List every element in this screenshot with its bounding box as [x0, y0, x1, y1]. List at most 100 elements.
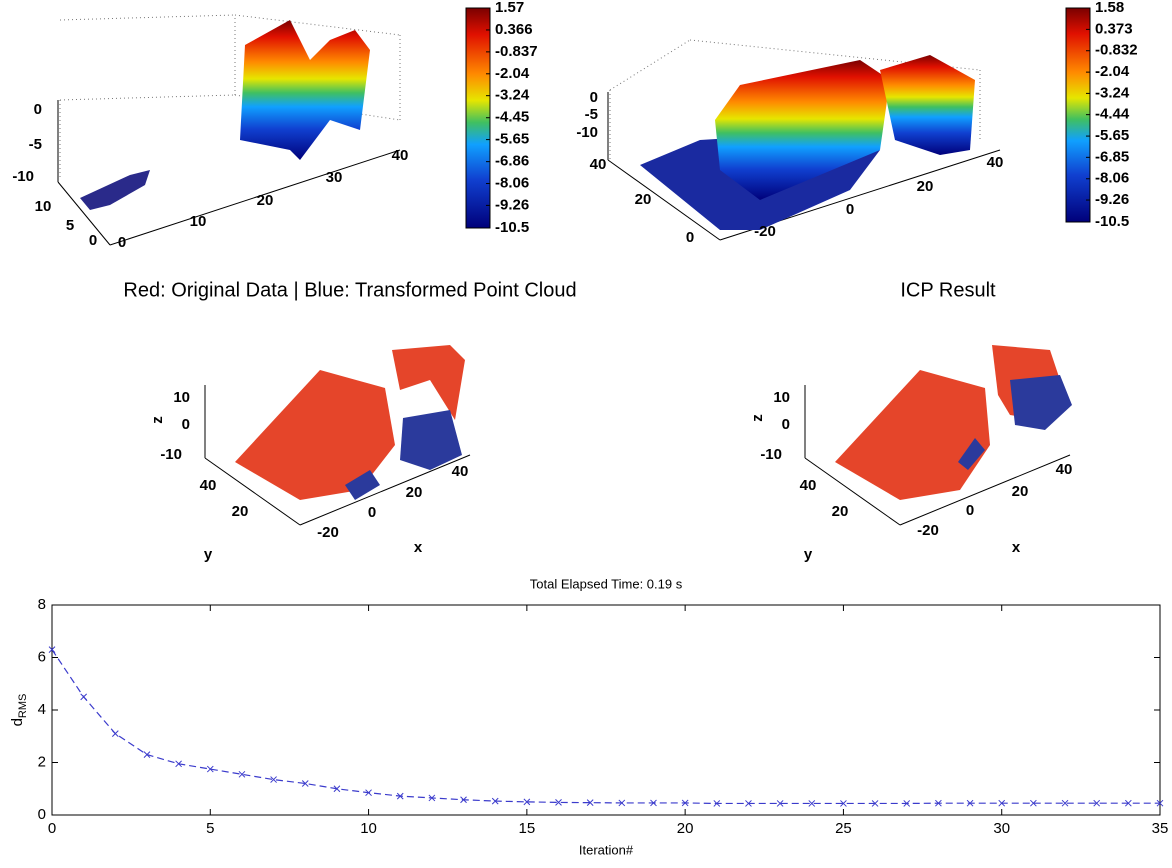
z-tick-label: 0 — [34, 101, 42, 118]
point-marker — [871, 800, 879, 807]
y-tick-label: 0 — [38, 806, 46, 823]
point-marker — [523, 798, 531, 806]
chart-title: Total Elapsed Time: 0.19 s — [530, 576, 683, 591]
y-axis-label: y — [204, 546, 213, 563]
point-cloud — [80, 170, 150, 210]
point-marker — [1061, 799, 1069, 807]
z-tick-label: -10 — [576, 124, 598, 141]
point-marker — [333, 785, 341, 793]
x-tick-label: 35 — [1152, 820, 1169, 837]
colorbar-tick-label: -9.26 — [495, 196, 529, 213]
x-axis-label: x — [414, 539, 423, 556]
point-marker — [48, 646, 56, 653]
colorbar-tick-label: -10.5 — [1095, 213, 1129, 230]
point-marker — [776, 800, 784, 807]
colorbar-tick-label: -8.06 — [495, 174, 529, 191]
point-cloud — [880, 55, 975, 155]
chart-title: Red: Original Data | Blue: Transformed P… — [123, 279, 576, 301]
point-cloud — [715, 60, 890, 200]
y-tick-label: 0 — [89, 232, 97, 249]
y-tick-label: 10 — [35, 198, 52, 215]
y-tick-label: 6 — [38, 648, 46, 665]
point-marker — [681, 799, 689, 807]
colorbar-tick-label: -2.04 — [495, 65, 530, 82]
box-edge — [59, 14, 236, 21]
x-tick-label: 40 — [392, 147, 409, 164]
axis-line — [299, 454, 471, 526]
x-axis-label: x — [1012, 539, 1021, 556]
point-cloud — [1010, 375, 1072, 430]
point-marker — [301, 780, 309, 787]
y-tick-label: 40 — [200, 477, 217, 494]
point-marker — [966, 799, 974, 807]
y-tick-label: 0 — [686, 229, 694, 246]
point-marker — [650, 799, 657, 807]
z-tick-label: -5 — [29, 136, 42, 153]
y-axis-label-subscript: RMS — [17, 694, 29, 718]
colorbar-tick-label: 0.373 — [1095, 20, 1133, 37]
point-marker — [1030, 799, 1037, 807]
point-marker — [143, 751, 151, 758]
y-axis-label-base: d — [9, 718, 26, 726]
point-marker — [1156, 799, 1164, 807]
point-marker — [745, 800, 752, 807]
x-tick-label: 30 — [326, 169, 343, 186]
colorbar-tick-label: -9.26 — [1095, 191, 1129, 208]
x-tick-label: -20 — [917, 522, 939, 539]
point-marker — [808, 800, 816, 807]
point-marker — [840, 800, 847, 807]
point-marker — [998, 799, 1006, 807]
point-marker — [111, 730, 119, 737]
point-cloud — [235, 370, 395, 500]
colorbar-tick-label: -10.5 — [495, 219, 529, 236]
colorbar-tick-label: 1.58 — [1095, 0, 1124, 16]
y-axis-label: y — [804, 546, 813, 563]
colorbar-tick-label: -0.837 — [495, 43, 538, 60]
y-tick-label: 40 — [590, 156, 607, 173]
point-marker — [460, 796, 467, 804]
z-tick-label: -10 — [12, 168, 34, 185]
plot-frame — [51, 604, 1161, 816]
point-cloud — [345, 470, 380, 500]
point-marker — [175, 760, 182, 768]
colorbar-tick-label: -8.06 — [1095, 170, 1129, 187]
x-tick-label: 15 — [519, 820, 536, 837]
x-tick-label: 0 — [846, 201, 854, 218]
y-tick-label: 8 — [38, 596, 46, 613]
point-marker — [935, 799, 942, 807]
box-edge — [609, 39, 691, 91]
x-tick-label: 0 — [48, 820, 56, 837]
colorbar-tick-label: -3.24 — [495, 87, 530, 104]
y-axis-label: dRMS — [9, 694, 29, 727]
y-tick-label: 20 — [635, 191, 652, 208]
point-marker — [618, 799, 626, 807]
x-axis-label: Iteration# — [579, 842, 634, 857]
colorbar-tick-label: -3.24 — [1095, 84, 1130, 101]
y-tick-label: 2 — [38, 753, 46, 770]
point-marker — [238, 770, 246, 778]
x-tick-label: 20 — [257, 192, 274, 209]
point-marker — [555, 799, 562, 806]
x-tick-label: 30 — [993, 820, 1010, 837]
y-tick-label: 5 — [66, 217, 74, 234]
point-marker — [365, 789, 372, 797]
x-tick-label: 40 — [987, 154, 1004, 171]
x-tick-label: 20 — [406, 484, 423, 501]
colorbar-tick-label: -6.85 — [1095, 148, 1129, 165]
x-tick-label: -20 — [754, 223, 776, 240]
axis-line — [899, 454, 1071, 526]
colorbar-tick-label: -4.44 — [1095, 106, 1130, 123]
x-tick-label: 40 — [452, 463, 469, 480]
point-marker — [903, 800, 911, 807]
x-tick-label: 20 — [1012, 483, 1029, 500]
colorbar-tick-label: -4.45 — [495, 109, 529, 126]
point-marker — [1093, 799, 1101, 807]
z-tick-label: -10 — [160, 446, 182, 463]
box-edge — [234, 14, 401, 36]
colorbar-tick-label: -6.86 — [495, 153, 529, 170]
z-tick-label: 0 — [182, 416, 190, 433]
point-marker — [270, 776, 277, 783]
colorbar-tick-label: 1.57 — [495, 0, 524, 16]
colorbar-tick-label: -5.65 — [1095, 127, 1129, 144]
